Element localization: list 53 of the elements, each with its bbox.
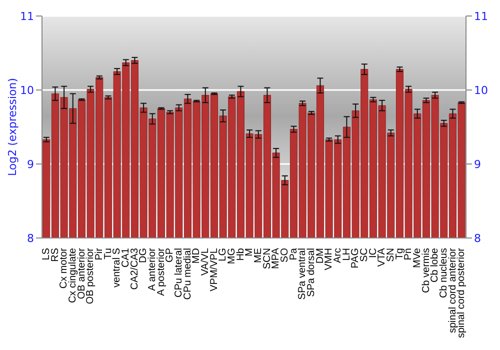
x-tick-label: VPM/VPL (208, 248, 220, 292)
x-tick-label: A posterior (156, 247, 167, 296)
y2-tick-label: 11 (474, 10, 488, 23)
x-tick-label: CA1 (120, 248, 132, 268)
x-tick-label: Pir (94, 247, 105, 260)
y-tick-label: 9 (27, 158, 34, 171)
x-tick-label: Hb (235, 248, 246, 261)
x-tick-label: Pa (288, 248, 300, 260)
y2-tick-label: 9 (474, 158, 481, 171)
x-tick-label: LG (218, 248, 229, 262)
x-tick-label: VA/VL (200, 248, 211, 276)
y-tick-label: 11 (20, 10, 34, 23)
x-tick-label: SC (358, 248, 370, 262)
x-tick-label: Arc (332, 248, 344, 263)
x-tick-label: MVe (412, 248, 423, 268)
x-tick-label: SO (279, 248, 290, 262)
y-axis-title: Log2 (expression) (6, 78, 19, 176)
x-tick-label: A anterior (146, 247, 158, 291)
x-tick-label: OB anterior (76, 247, 88, 300)
x-tick-label: spinal cord anterior (447, 247, 458, 334)
x-tick-label: RS (50, 248, 61, 262)
x-tick-label: CA2/CA3 (129, 248, 140, 290)
y-tick-label: 8 (27, 232, 34, 245)
x-tick-label: M (244, 248, 256, 256)
x-tick-label: OB posterior (85, 247, 96, 304)
x-tick-label: MPA (270, 248, 282, 269)
x-tick-label: Tg (394, 248, 406, 260)
x-tick-label: GP (164, 248, 176, 262)
y-tick-label: 10 (20, 84, 34, 97)
x-tick-label: VTA (376, 248, 388, 267)
x-tick-label: SCN (262, 248, 273, 270)
x-tick-label: SN (385, 248, 396, 262)
x-tick-label: Cb nucleus (438, 248, 450, 298)
x-tick-label: CPu medial (182, 248, 194, 300)
x-tick-label: ventral S (112, 248, 123, 288)
x-tick-label: Pn (403, 248, 414, 260)
y2-tick-label: 10 (474, 84, 488, 97)
x-tick-label: Cb lobe (430, 248, 441, 282)
x-tick-label: IC (368, 248, 379, 258)
x-tick-label: MG (226, 248, 238, 264)
x-tick-label: spinal cord posterior (456, 247, 468, 338)
x-tick-label: CPu lateral (173, 248, 184, 298)
x-tick-label: DM (314, 248, 326, 264)
x-tick-label: SPa dorsal (306, 248, 317, 297)
x-tick-label: VMH (324, 248, 335, 270)
x-tick-label: LH (341, 248, 352, 261)
x-tick-label: ME (252, 248, 264, 263)
x-tick-label: PAG (350, 248, 362, 268)
x-tick-label: LS (40, 248, 52, 260)
x-tick-label: Tu (102, 248, 114, 260)
y2-tick-label: 8 (474, 232, 481, 245)
x-tick-label: DG (138, 248, 150, 263)
x-tick-label: Cx cingulate (67, 248, 78, 304)
